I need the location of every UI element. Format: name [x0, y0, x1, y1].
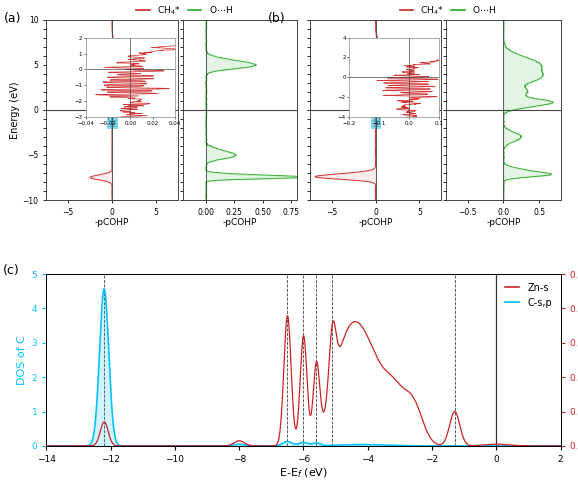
Legend: CH$_4$*, O$\cdots$H: CH$_4$*, O$\cdots$H: [396, 0, 499, 21]
Text: (b): (b): [268, 12, 285, 25]
Legend: Zn-s, C-s,p: Zn-s, C-s,p: [501, 279, 556, 312]
X-axis label: E-E$_f$ (eV): E-E$_f$ (eV): [279, 466, 328, 480]
X-axis label: -pCOHP: -pCOHP: [223, 218, 257, 227]
X-axis label: -pCOHP: -pCOHP: [95, 218, 129, 227]
X-axis label: -pCOHP: -pCOHP: [486, 218, 521, 227]
Y-axis label: Energy (eV): Energy (eV): [10, 81, 20, 139]
X-axis label: -pCOHP: -pCOHP: [358, 218, 392, 227]
Legend: CH$_4$*, O$\cdots$H: CH$_4$*, O$\cdots$H: [132, 0, 236, 21]
Y-axis label: DOS of C: DOS of C: [17, 335, 27, 385]
Text: (c): (c): [2, 264, 19, 277]
Text: (a): (a): [4, 12, 21, 25]
